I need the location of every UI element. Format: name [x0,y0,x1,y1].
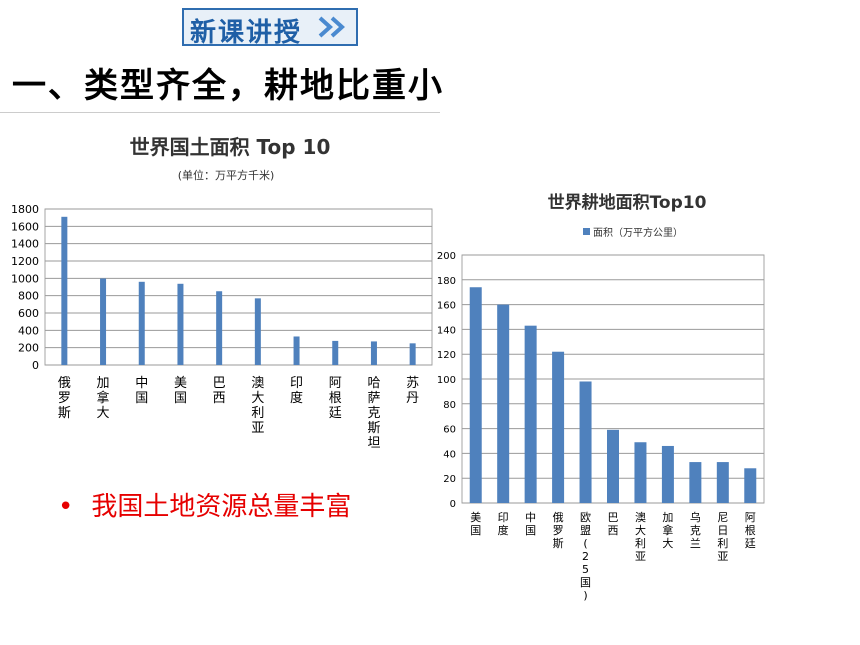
farmland-chart-bar [689,462,702,503]
farmland-chart-bar [469,287,482,503]
land-chart-x-tick-label: 中国 [135,376,148,406]
farmland-chart-x-tick-label: 澳大利亚 [635,511,646,563]
land-chart-x-tick-label: 印度 [290,376,303,406]
land-chart-y-tick-label: 1800 [11,203,39,216]
land-chart-bar [370,341,377,365]
land-chart-x-tick-label: 巴西 [213,376,226,406]
farmland-chart-bar [497,304,510,503]
farmland-chart-x-tick-label: 阿根廷 [745,511,756,550]
land-chart-bar [293,336,300,365]
farmland-chart-y-tick-label: 0 [450,499,456,510]
land-chart-bar [254,298,261,365]
land-chart-bar [100,278,107,365]
farmland-chart-y-tick-label: 200 [437,251,456,262]
land-chart-bar [409,343,416,365]
farmland-chart-bar [744,468,757,503]
farmland-chart-bar [607,429,619,503]
farmland-chart-y-tick-label: 140 [437,325,456,336]
farmland-chart-bar [552,351,565,503]
land-chart-bar [61,216,68,365]
farmland-chart-legend-swatch [583,228,590,235]
farmland-chart-bar [524,325,537,503]
farmland-chart-x-tick-label: 中国 [525,511,536,537]
land-chart-bar [216,291,223,365]
farmland-chart-bar [661,445,674,503]
land-chart-y-tick-label: 1600 [11,220,39,233]
farmland-chart-x-tick-label: 巴西 [608,511,619,537]
page-title: 一、类型齐全，耕地比重小 [12,66,444,106]
farmland-chart-title: 世界耕地面积Top10 [548,192,707,213]
farmland-chart-y-tick-label: 120 [437,350,456,361]
land-chart-y-tick-label: 0 [32,359,39,372]
farmland-chart-y-tick-label: 60 [443,425,456,436]
farmland-chart-y-tick-label: 80 [443,400,456,411]
land-chart-x-tick-label: 加拿大 [97,376,110,421]
farmland-chart-y-tick-label: 40 [443,449,456,460]
lesson-badge-label: 新课讲授 [190,18,303,48]
land-chart-title: 世界国土面积 Top 10 [130,135,331,159]
farmland-chart-bar [579,381,592,503]
farmland-chart-legend-text: 面积（万平方公里） [593,226,683,239]
farmland-chart-x-tick-label: 印度 [498,511,509,537]
farmland-chart-x-tick-label: 美国 [470,511,481,537]
farmland-area-chart: 世界耕地面积Top10 面积（万平方公里） 0 20 40 60 80 100 120 140 16… [437,192,765,602]
land-chart-y-tick-label: 1400 [11,238,39,251]
land-chart-y-tick-label: 400 [18,324,39,337]
farmland-chart-y-tick-label: 100 [437,375,456,386]
land-chart-bar [332,340,339,365]
land-area-chart: 世界国土面积 Top 10 (单位：万平方千米) 0 200 400 600 800 1000… [11,135,433,451]
farmland-chart-y-tick-label: 20 [443,474,456,485]
bullet-dot: • [58,492,74,522]
bullet-point: • 我国土地资源总量丰富 [58,486,351,523]
land-chart-x-tick-label: 哈萨克斯坦 [367,376,380,451]
farmland-chart-bar [716,462,729,503]
farmland-chart-x-tick-label: 乌克兰 [690,510,701,550]
land-chart-y-tick-label: 800 [18,290,39,303]
land-chart-y-tick-label: 600 [18,307,39,320]
land-chart-y-tick-label: 1200 [11,255,39,268]
title-divider [0,112,440,113]
double-chevron-right-icon [318,16,345,38]
farmland-chart-y-tick-label: 160 [437,301,456,312]
lesson-badge: 新课讲授 [182,8,358,48]
land-chart-x-tick-label: 美国 [174,376,187,406]
bullet-text: 我国土地资源总量丰富 [91,492,352,522]
farmland-chart-x-tick-label: 俄罗斯 [553,511,564,550]
land-chart-bar [138,281,145,365]
farmland-chart-x-tick-label: 尼日利亚 [717,511,728,563]
land-chart-subtitle: (单位：万平方千米) [178,168,275,182]
land-chart-bar [177,283,184,365]
farmland-chart-bar [634,442,647,503]
land-chart-x-tick-label: 俄罗斯 [58,376,71,421]
farmland-chart-y-tick-label: 180 [437,276,456,287]
land-chart-x-tick-label: 澳大利亚 [251,375,264,436]
land-chart-x-tick-label: 阿根廷 [329,376,342,421]
land-chart-y-tick-label: 200 [18,342,39,355]
farmland-chart-x-tick-label: 欧盟(2 5 国) [580,511,591,602]
land-chart-x-tick-label: 苏丹 [406,375,419,406]
farmland-chart-x-tick-label: 加拿大 [662,511,673,550]
land-chart-y-tick-label: 1000 [11,272,39,285]
